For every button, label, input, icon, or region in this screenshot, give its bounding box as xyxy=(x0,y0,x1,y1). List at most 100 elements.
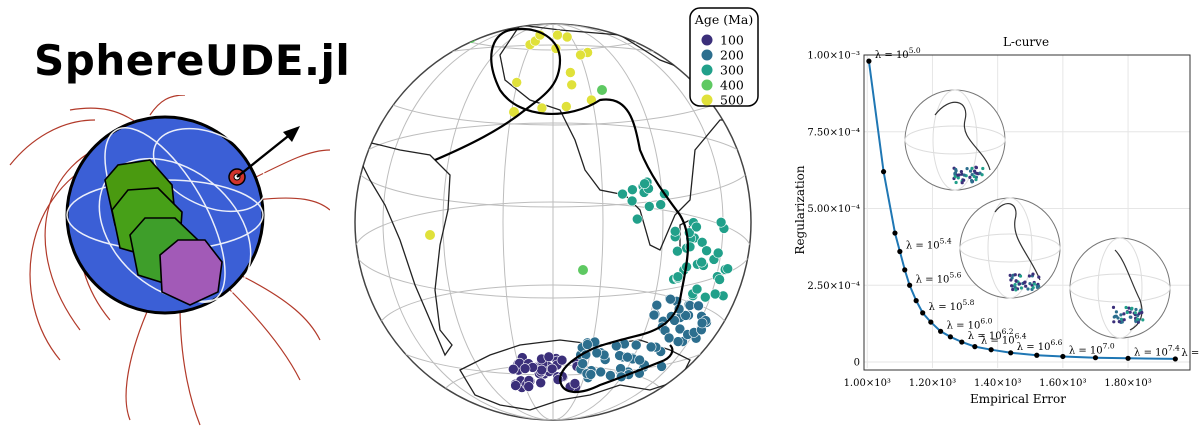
pole-point xyxy=(585,369,597,380)
l-curve-point xyxy=(959,339,965,345)
pole-point xyxy=(696,317,708,329)
l-curve-point xyxy=(913,298,919,304)
pole-point xyxy=(645,341,657,353)
inset-point xyxy=(1022,281,1026,285)
pole-point xyxy=(523,381,535,392)
pole-point xyxy=(535,377,547,389)
l-curve-point xyxy=(880,169,887,175)
inset-point xyxy=(1117,320,1121,324)
inset-point xyxy=(981,166,985,171)
inset-point xyxy=(1128,310,1132,314)
pole-point xyxy=(691,221,702,233)
pole-point xyxy=(701,245,712,256)
legend-marker-200 xyxy=(701,49,713,61)
polygon-shapes xyxy=(104,159,223,306)
pole-point xyxy=(425,230,435,240)
inset-point xyxy=(1037,284,1041,288)
pole-point xyxy=(672,271,684,283)
pole-point xyxy=(643,201,655,212)
lambda-label: λ = 107.8 xyxy=(1181,344,1200,359)
inset-point xyxy=(1114,310,1118,314)
pole-point xyxy=(684,241,696,253)
pole-point xyxy=(626,195,638,207)
inset-point xyxy=(1037,275,1041,279)
inset-point xyxy=(974,178,978,182)
pole-point xyxy=(578,265,588,275)
chart-axes: 1.00×10³ 1.20×10³ 1.40×10³ 1.60×10³ 1.80×10³… xyxy=(807,51,1191,389)
l-curve-point xyxy=(938,328,944,334)
inset-globes xyxy=(904,89,1171,339)
inset-point xyxy=(968,169,973,173)
l-curve-point xyxy=(920,310,926,316)
pole-point xyxy=(634,354,645,366)
pole-point xyxy=(543,351,555,363)
pole-point xyxy=(693,300,704,312)
inset-point xyxy=(1127,306,1131,310)
l-curve-point xyxy=(947,334,953,340)
l-curve-point xyxy=(1060,353,1066,360)
lambda-label: λ = 106.6 xyxy=(1017,338,1063,353)
lambda-label: λ = 105.6 xyxy=(916,270,962,285)
inset-point xyxy=(1116,316,1120,320)
legend-marker-300 xyxy=(701,64,713,76)
x-tick-label: 1.80×10³ xyxy=(1104,378,1151,389)
inset-point xyxy=(1032,282,1036,286)
pole-point xyxy=(569,378,581,389)
pole-point xyxy=(507,363,519,375)
lambda-label: λ = 106.2 xyxy=(968,327,1014,342)
inset-point xyxy=(953,175,957,179)
pole-point xyxy=(575,49,586,61)
x-tick-label: 1.60×10³ xyxy=(1039,378,1086,389)
pole-point xyxy=(714,274,725,285)
inset-point xyxy=(970,180,974,184)
legend-label-400: 400 xyxy=(720,78,744,93)
pole-point xyxy=(546,363,558,375)
legend-label-300: 300 xyxy=(720,63,744,78)
legend-marker-500 xyxy=(701,94,713,106)
inset-point xyxy=(960,181,964,185)
logo-illustration xyxy=(9,95,330,426)
pole-point xyxy=(722,263,734,275)
l-curve-point xyxy=(902,267,908,273)
legend-label-500: 500 xyxy=(720,93,744,108)
y-tick-label: 2.50×10⁻⁴ xyxy=(807,281,860,292)
l-curve-point xyxy=(1092,355,1099,361)
x-tick-label: 1.40×10³ xyxy=(974,378,1021,389)
inset-point xyxy=(1130,306,1134,310)
pole-point xyxy=(680,310,691,321)
chart-title: L-curve xyxy=(1003,35,1049,49)
inset-point xyxy=(1014,279,1018,283)
inset-point xyxy=(970,173,974,177)
lambda-annotations: λ = 105.0 λ = 105.4 λ = 105.6 λ = 105.8 λ = … xyxy=(875,46,1200,359)
pole-point xyxy=(595,366,607,378)
inset-point xyxy=(1134,307,1138,312)
y-tick-label: 5.00×10⁻⁴ xyxy=(807,204,860,215)
pole-point xyxy=(715,217,727,228)
apwp-path xyxy=(434,27,690,393)
inset-point xyxy=(1010,284,1014,288)
l-curve-point xyxy=(1125,355,1131,361)
inset-point xyxy=(1135,317,1139,321)
lambda-label: λ = 106.4 xyxy=(981,332,1027,347)
lambda-label: λ = 105.4 xyxy=(906,236,952,251)
l-curve-point xyxy=(897,248,903,255)
inset-point xyxy=(1018,282,1022,286)
legend-label-100: 100 xyxy=(720,33,744,48)
inset-point xyxy=(1124,305,1128,310)
y-axis-label: Regularization xyxy=(793,165,807,254)
paleomagnetic-poles xyxy=(425,29,734,393)
inset-point xyxy=(1008,273,1012,277)
inset-point xyxy=(970,166,974,170)
inset-point xyxy=(1027,274,1031,278)
l-curve-point xyxy=(892,230,898,236)
inset-point xyxy=(955,173,960,177)
pole-point xyxy=(561,31,573,43)
lambda-label: λ = 107.4 xyxy=(1134,343,1180,358)
y-tick-label: 0 xyxy=(854,358,860,369)
inset-point xyxy=(975,171,979,175)
lambda-label: λ = 105.0 xyxy=(875,46,921,61)
inset-point xyxy=(972,174,976,179)
inset-point xyxy=(1011,287,1015,292)
inset-point xyxy=(962,178,966,182)
pole-point xyxy=(696,256,707,268)
